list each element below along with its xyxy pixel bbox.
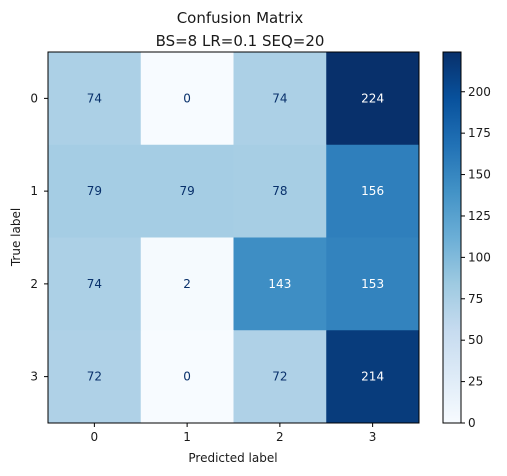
colorbar-ticks: 0 25 50 75 100 125 150 175 200 <box>461 85 491 430</box>
y-tick-label: 1 <box>30 184 38 198</box>
heatmap-cell <box>233 52 327 146</box>
heatmap-cell <box>48 144 142 238</box>
cell-value-label: 74 <box>87 277 102 291</box>
heatmap-cell <box>326 52 420 146</box>
y-tick-label: 2 <box>30 277 38 291</box>
heatmap-cell <box>140 52 234 146</box>
colorbar-tick-label: 0 <box>468 416 476 430</box>
cell-value-label: 0 <box>183 91 191 105</box>
cell-value-label: 72 <box>87 370 102 384</box>
cell-value-label: 78 <box>272 184 287 198</box>
chart-title-line-1: Confusion Matrix <box>177 9 304 27</box>
heatmap-cell <box>233 237 327 331</box>
heatmap-cell <box>326 330 420 424</box>
heatmap-cell <box>140 144 234 238</box>
heatmap-cells <box>48 52 420 424</box>
y-axis: 0 1 2 3 <box>30 91 48 384</box>
y-tick-label: 0 <box>30 91 38 105</box>
cell-value-label: 214 <box>361 370 384 384</box>
x-tick-label: 2 <box>276 430 284 444</box>
y-axis-label: True label <box>9 208 23 267</box>
cell-value-label: 74 <box>87 91 102 105</box>
cell-value-label: 224 <box>361 91 384 105</box>
colorbar-tick-label: 100 <box>468 250 491 264</box>
heatmap-cell <box>233 330 327 424</box>
heatmap-cell-labels: 74 0 74 224 79 79 78 156 74 2 143 153 72 0 72 214 <box>87 91 384 383</box>
chart-title-line-2: BS=8 LR=0.1 SEQ=20 <box>156 32 325 50</box>
cell-value-label: 143 <box>268 277 291 291</box>
cell-value-label: 0 <box>183 370 191 384</box>
x-tick-label: 0 <box>91 430 99 444</box>
heatmap-cell <box>48 237 142 331</box>
cell-value-label: 156 <box>361 184 384 198</box>
y-tick-label: 3 <box>30 370 38 384</box>
colorbar-tick-label: 75 <box>468 292 483 306</box>
heatmap-cell <box>233 144 327 238</box>
colorbar-tick-label: 25 <box>468 375 483 389</box>
heatmap-cell <box>326 237 420 331</box>
heatmap-cell <box>48 330 142 424</box>
x-tick-label: 1 <box>183 430 191 444</box>
colorbar-tick-label: 175 <box>468 126 491 140</box>
plot-frame <box>47 51 420 424</box>
cell-value-label: 153 <box>361 277 384 291</box>
cell-value-label: 72 <box>272 370 287 384</box>
heatmap-cell <box>48 52 142 146</box>
cell-value-label: 79 <box>87 184 102 198</box>
heatmap-cell <box>140 330 234 424</box>
cell-value-label: 74 <box>272 91 287 105</box>
cell-value-label: 2 <box>183 277 191 291</box>
x-tick-label: 3 <box>369 430 377 444</box>
x-axis-label: Predicted label <box>188 451 277 465</box>
colorbar-tick-label: 200 <box>468 85 491 99</box>
x-axis: 0 1 2 3 <box>91 423 377 444</box>
colorbar-tick-label: 125 <box>468 209 491 223</box>
colorbar <box>442 51 462 424</box>
colorbar-tick-label: 150 <box>468 168 491 182</box>
heatmap-cell <box>140 237 234 331</box>
cell-value-label: 79 <box>179 184 194 198</box>
heatmap-cell <box>326 144 420 238</box>
colorbar-tick-label: 50 <box>468 333 483 347</box>
